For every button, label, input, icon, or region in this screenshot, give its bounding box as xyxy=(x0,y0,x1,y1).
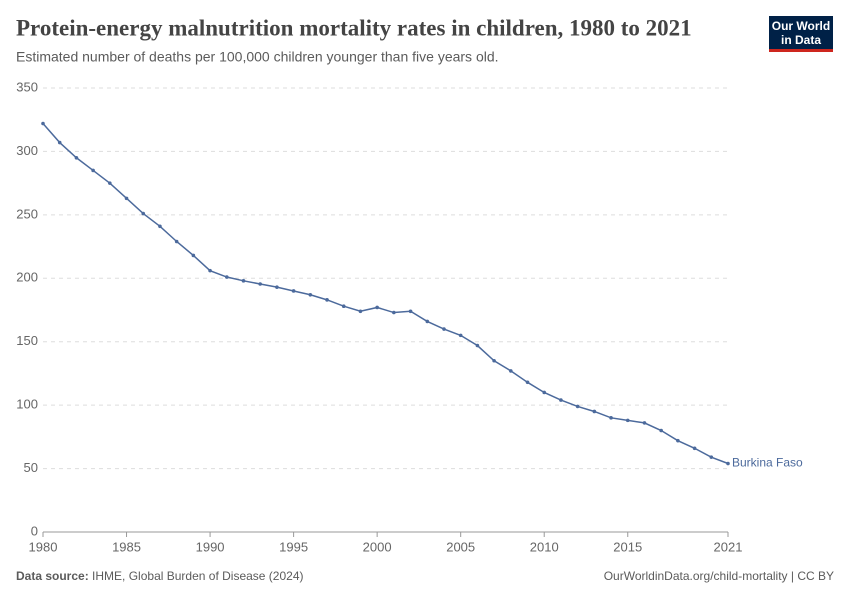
y-tick-label: 50 xyxy=(24,460,38,475)
x-tick-label: 1980 xyxy=(29,539,58,554)
logo-text: in Data xyxy=(781,33,821,47)
point xyxy=(475,343,480,348)
logo-stripe xyxy=(769,49,833,52)
point xyxy=(208,268,212,273)
point xyxy=(358,309,363,314)
point xyxy=(258,282,262,286)
point xyxy=(41,121,45,126)
x-tick-label: 2021 xyxy=(714,539,743,554)
x-tick-label: 1995 xyxy=(279,539,308,554)
point xyxy=(74,155,79,160)
chart-subtitle: Estimated number of deaths per 100,000 c… xyxy=(16,49,499,65)
point xyxy=(525,380,530,385)
point xyxy=(458,333,463,338)
y-tick-label: 350 xyxy=(16,79,38,94)
point xyxy=(625,418,630,423)
point xyxy=(442,327,446,331)
point xyxy=(308,292,313,297)
y-tick-label: 250 xyxy=(16,206,38,221)
url[interactable]: OurWorldinData.org/child-mortality | CC … xyxy=(604,569,834,583)
series-label: Burkina Faso xyxy=(732,456,803,470)
point xyxy=(191,253,196,258)
point xyxy=(141,211,146,216)
x-tick-label: 2015 xyxy=(613,539,642,554)
y-tick-label: 100 xyxy=(16,397,38,412)
point xyxy=(158,224,162,229)
point xyxy=(542,390,547,395)
point xyxy=(676,438,680,443)
x-tick-label: 1990 xyxy=(196,539,225,554)
point xyxy=(275,285,279,289)
point xyxy=(224,275,229,279)
point xyxy=(509,369,513,373)
point xyxy=(241,279,246,283)
y-tick-label: 0 xyxy=(31,523,38,538)
point xyxy=(575,404,580,409)
source-text: IHME, Global Burden of Disease (2024) xyxy=(92,569,303,583)
point xyxy=(609,416,613,420)
line xyxy=(42,123,729,465)
point xyxy=(592,409,597,414)
x-tick-label: 1985 xyxy=(112,539,141,554)
point xyxy=(726,461,730,466)
point xyxy=(57,140,62,145)
point xyxy=(642,421,647,425)
point xyxy=(325,298,329,302)
point xyxy=(174,239,179,244)
point xyxy=(492,358,496,363)
y-tick-label: 150 xyxy=(16,333,38,348)
point xyxy=(291,289,296,293)
point xyxy=(408,309,413,314)
point xyxy=(341,304,346,308)
point xyxy=(91,168,95,173)
logo[interactable]: Our World in Data xyxy=(769,16,833,52)
point xyxy=(559,398,563,402)
y-tick-label: 300 xyxy=(16,143,38,158)
logo-text: Our World xyxy=(772,19,830,33)
y-tick-label: 200 xyxy=(16,270,38,285)
x-tick-label: 2005 xyxy=(446,539,475,554)
chart-title: Protein-energy malnutrition mortality ra… xyxy=(16,15,692,40)
point xyxy=(124,196,129,201)
point xyxy=(375,305,379,310)
point xyxy=(709,455,714,459)
point xyxy=(659,428,663,433)
point xyxy=(108,181,112,185)
x-tick-label: 2010 xyxy=(530,539,559,554)
point xyxy=(692,446,697,451)
x-tick-label: 2000 xyxy=(363,539,392,554)
source-label: Data source: xyxy=(16,569,89,583)
logo-box xyxy=(769,16,833,52)
point xyxy=(425,319,430,324)
point xyxy=(392,310,396,315)
source: Data source: IHME, Global Burden of Dise… xyxy=(16,569,303,583)
